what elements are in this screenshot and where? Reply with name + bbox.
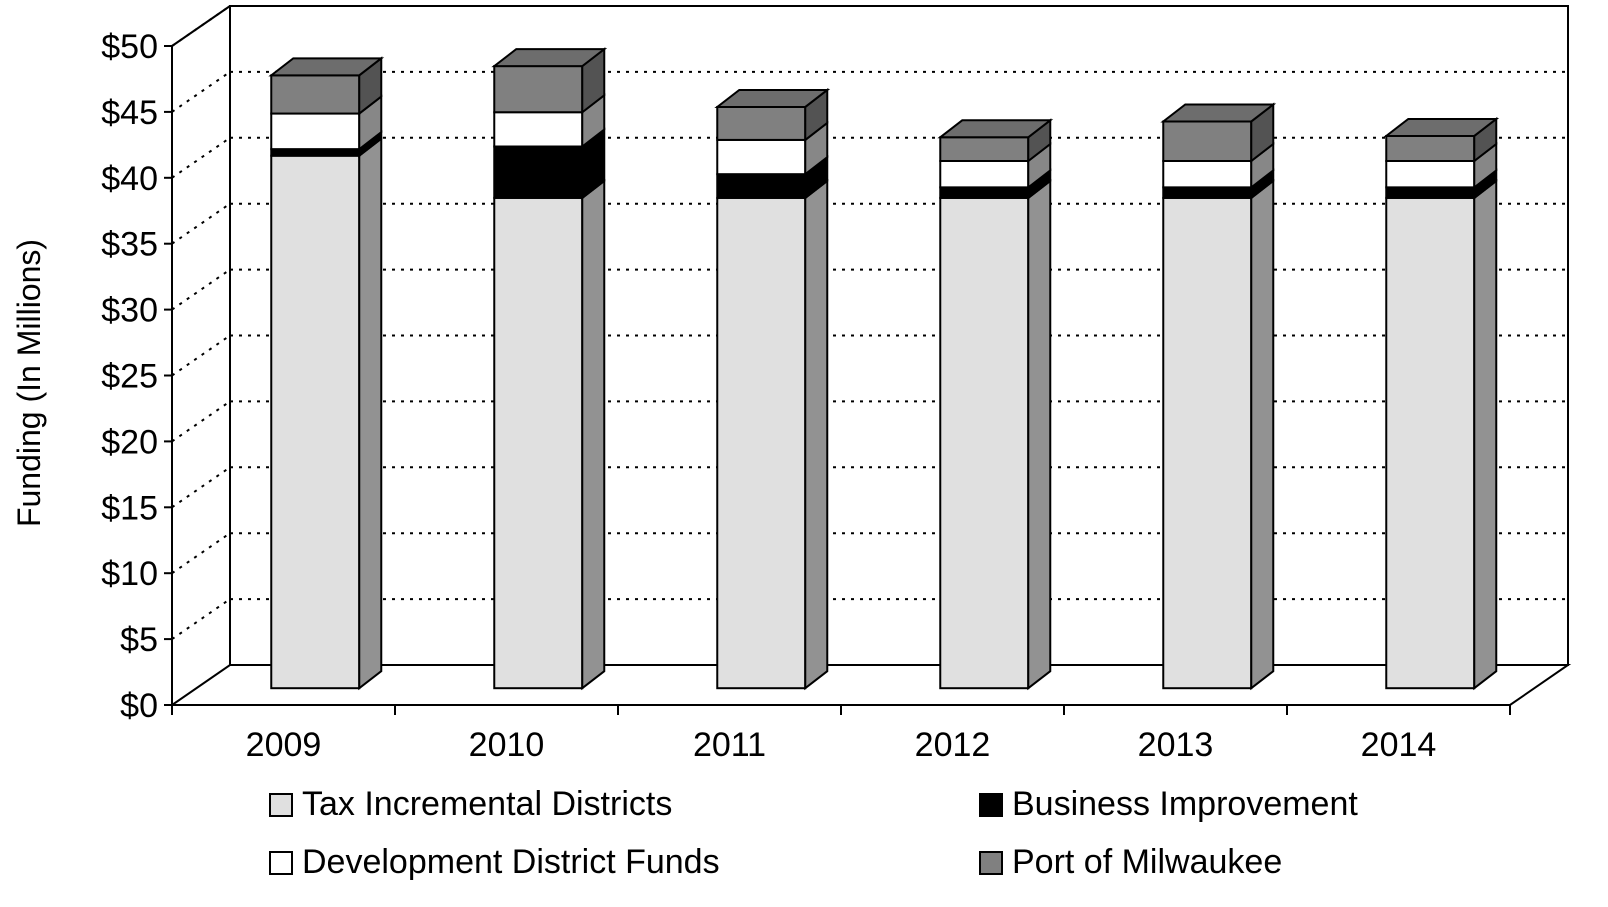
gridline-side	[171, 268, 231, 311]
y-tick-label: $10	[101, 555, 158, 593]
bar-segment	[1162, 186, 1253, 199]
y-tick-label: $45	[101, 94, 158, 132]
axes: 2009 2010 2011 2012 2013 2014 $0 $5 $10 $15 $20 $25…	[101, 28, 1511, 764]
bar-segment	[270, 154, 361, 690]
gridline-side	[171, 136, 231, 179]
bar-segment	[716, 173, 807, 199]
x-tick-label: 2013	[1138, 726, 1214, 764]
bar-segment	[939, 186, 1030, 199]
y-tick-label: $5	[120, 621, 158, 659]
bar-segment	[1162, 196, 1253, 690]
bar-segment-side	[1473, 178, 1498, 691]
legend: Tax Incremental Districts Business Improv…	[269, 785, 1358, 881]
x-tick-label: 2011	[693, 726, 766, 764]
legend-swatch	[979, 851, 1003, 875]
bar-segment-side	[804, 178, 829, 691]
bar-segment	[716, 196, 807, 690]
y-tick-label: $35	[101, 226, 158, 264]
bar-segment	[270, 112, 361, 151]
bar-top	[491, 48, 608, 68]
x-tick-label: 2014	[1361, 726, 1437, 764]
gridline-side	[171, 334, 231, 377]
bar-segment	[939, 196, 1030, 690]
bar-segment	[1162, 160, 1253, 189]
x-tick-label: 2012	[915, 726, 991, 764]
bar-segment-side	[1027, 178, 1052, 691]
bar-segment	[716, 105, 807, 141]
bar-segment	[939, 160, 1030, 189]
bar-segment-side	[581, 178, 606, 691]
bar-top	[268, 57, 385, 77]
bar-segment	[270, 74, 361, 115]
legend-label: Tax Incremental Districts	[302, 785, 672, 823]
bar-top	[937, 119, 1054, 139]
gridline-side	[171, 71, 231, 113]
y-tick-label: $20	[101, 423, 158, 461]
bar-segment-side	[1250, 178, 1275, 691]
y-tick-label: $50	[101, 28, 158, 66]
bar-top	[1160, 103, 1277, 123]
bar-segment	[493, 111, 584, 148]
x-tick-label: 2010	[469, 726, 545, 764]
legend-swatch	[979, 793, 1003, 817]
legend-label: Development District Funds	[302, 843, 720, 881]
bar-top	[1383, 117, 1500, 137]
bar-top	[714, 88, 831, 108]
bar-segment	[493, 196, 584, 690]
bar-segment	[1385, 186, 1476, 199]
gridlines	[171, 5, 1568, 640]
y-tick-label: $15	[101, 489, 158, 527]
y-tick-label: $0	[120, 687, 158, 725]
legend-label: Port of Milwaukee	[1012, 843, 1282, 881]
gridline-side	[171, 532, 231, 575]
bar-segment-side	[358, 136, 383, 691]
gridline-side	[171, 598, 231, 640]
bar-segment	[493, 145, 584, 199]
legend-label: Business Improvement	[1012, 785, 1358, 823]
bar-segment	[1385, 160, 1476, 189]
gridline-side	[171, 5, 231, 47]
bar-segment	[716, 138, 807, 176]
legend-swatch	[269, 851, 293, 875]
legend-swatch	[269, 793, 293, 817]
bar-segment	[1385, 134, 1476, 162]
gridline-side	[171, 466, 231, 509]
y-tick-label: $40	[101, 160, 158, 198]
x-tick-label: 2009	[246, 726, 322, 764]
bar-segment	[939, 136, 1030, 162]
bar-segment	[1162, 120, 1253, 162]
y-tick-label: $30	[101, 292, 158, 330]
bar-segment	[493, 65, 584, 114]
gridline-side	[171, 202, 231, 245]
bars	[268, 47, 1500, 691]
y-tick-label: $25	[101, 358, 158, 396]
gridline-side	[171, 400, 231, 443]
bar-segment	[1385, 196, 1476, 690]
y-axis-title: Funding (In Millions)	[11, 239, 47, 527]
